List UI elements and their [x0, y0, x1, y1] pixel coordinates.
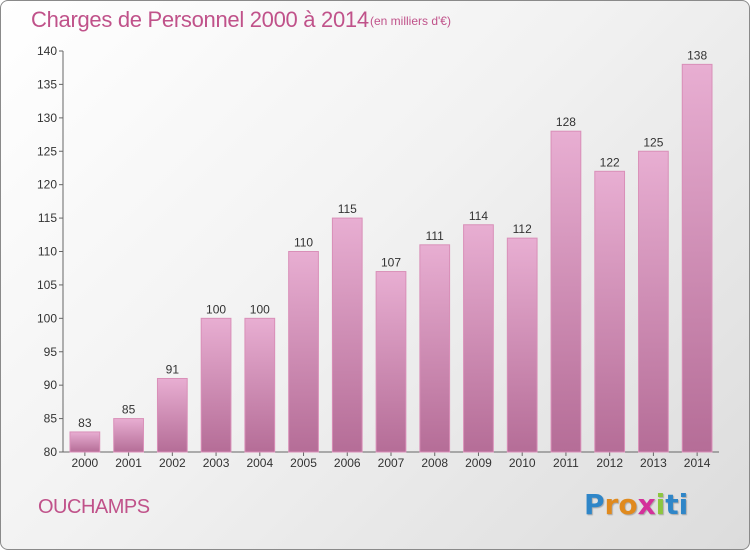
x-tick-label: 2011	[553, 456, 579, 470]
y-tick-label: 125	[37, 144, 57, 158]
chart-title: Charges de Personnel 2000 à 2014	[31, 7, 369, 32]
chart-labels: 2000 83 2001 85 2002 91 2003 100 2004 100 2005 110 2…	[72, 48, 711, 470]
bar-2001	[113, 418, 144, 453]
bar-2002	[156, 377, 188, 453]
logo-letter-2: r	[604, 488, 619, 521]
y-tick-label: 85	[44, 412, 58, 426]
x-tick-label: 2006	[334, 456, 361, 470]
bar-2014	[681, 63, 713, 453]
value-label: 122	[600, 155, 620, 169]
value-label: 85	[122, 403, 136, 417]
y-tick-label: 100	[37, 311, 57, 325]
commune-name: OUCHAMPS	[38, 496, 150, 518]
chart-bars	[69, 63, 713, 453]
x-tick-label: 2010	[509, 456, 536, 470]
x-tick-label: 2002	[159, 456, 186, 470]
value-label: 138	[687, 48, 707, 62]
bar-2012	[594, 170, 626, 453]
y-tick-label: 105	[37, 278, 57, 292]
bar-2010	[506, 237, 538, 453]
bar-2004	[244, 317, 276, 453]
bar-2013	[638, 150, 669, 453]
bar-2009	[463, 224, 494, 453]
logo-letter-3: o	[618, 488, 638, 521]
x-tick-label: 2003	[203, 456, 230, 470]
bar-2005	[288, 251, 319, 453]
y-tick-label: 80	[44, 445, 58, 459]
value-label: 83	[78, 416, 92, 430]
value-label: 111	[426, 229, 445, 243]
y-tick-label: 95	[44, 345, 58, 359]
x-tick-label: 2009	[465, 456, 492, 470]
y-tick-label: 140	[37, 44, 57, 58]
logo-letter-4: x	[637, 488, 656, 521]
x-tick-label: 2007	[378, 456, 405, 470]
bar-2000	[69, 431, 101, 453]
logo-letter-6: ti	[665, 488, 689, 521]
y-tick-label: 110	[38, 245, 57, 259]
value-label: 112	[513, 222, 532, 236]
x-tick-label: 2000	[72, 456, 99, 470]
x-tick-label: 2014	[684, 456, 711, 470]
value-label: 91	[166, 362, 180, 376]
bar-2008	[419, 244, 451, 453]
y-tick-label: 120	[37, 178, 57, 192]
bar-2006	[331, 217, 363, 453]
logo-letter-1: P	[584, 488, 605, 521]
value-label: 100	[250, 302, 270, 316]
y-tick-label: 135	[37, 77, 57, 91]
value-label: 100	[206, 302, 226, 316]
x-tick-label: 2004	[246, 456, 273, 470]
value-label: 107	[381, 256, 401, 270]
bar-2003	[200, 317, 232, 453]
x-tick-label: 2012	[596, 456, 623, 470]
y-tick-label: 130	[37, 111, 57, 125]
value-label: 115	[338, 202, 357, 216]
bar-2007	[375, 271, 407, 453]
y-tick-label: 90	[44, 378, 58, 392]
y-tick-label: 115	[38, 211, 57, 225]
x-tick-label: 2008	[421, 456, 448, 470]
chart-axes: 80 85 90 95 100 105 110 115 120 125 130 135 140	[37, 44, 719, 459]
value-label: 125	[643, 135, 663, 149]
value-label: 114	[469, 209, 488, 223]
x-tick-label: 2013	[640, 456, 667, 470]
x-tick-label: 2005	[290, 456, 317, 470]
proxiti-logo: Proxiti	[584, 488, 688, 521]
logo-letter-5: i	[655, 488, 666, 521]
value-label: 128	[556, 115, 576, 129]
chart-subtitle: (en milliers d'€)	[370, 14, 451, 28]
bar-2011	[550, 130, 582, 453]
value-label: 110	[294, 236, 313, 250]
x-tick-label: 2001	[115, 456, 142, 470]
